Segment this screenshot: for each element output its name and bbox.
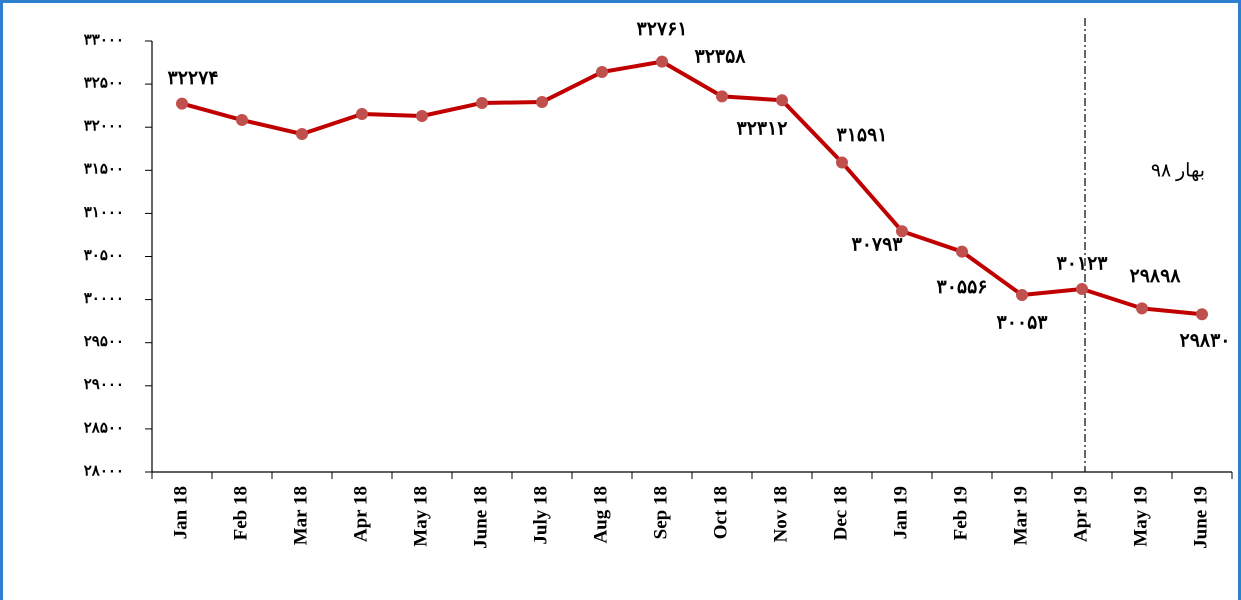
y-tick-label: ۲۹۵۰۰ xyxy=(84,334,124,350)
annotation: بهار ۹۸ xyxy=(1151,160,1205,181)
y-tick-label: ۳۳۰۰۰ xyxy=(84,32,124,48)
x-tick-label: Sep 18 xyxy=(650,486,671,539)
x-tick-label: Nov 18 xyxy=(770,486,791,542)
point xyxy=(956,245,968,258)
point xyxy=(536,96,548,109)
x-tick-label: Aug 18 xyxy=(590,486,611,544)
y-tick-label: ۲۸۰۰۰ xyxy=(84,463,124,479)
value-label: ۲۹۸۳۰ xyxy=(1179,331,1230,352)
x-tick-label: Mar 19 xyxy=(1010,486,1031,545)
value-label: ۳۲۷۶۱ xyxy=(636,19,687,40)
x-tick-label: Apr 19 xyxy=(1070,486,1091,542)
value-label: ۲۹۸۹۸ xyxy=(1129,266,1181,287)
value-label: ۳۲۲۷۴ xyxy=(167,68,218,89)
y-tick-label: ۳۱۵۰۰ xyxy=(84,162,124,178)
y-tick-label: ۳۱۰۰۰ xyxy=(84,205,124,221)
point xyxy=(356,108,368,121)
y-tick-label: ۳۲۵۰۰ xyxy=(84,76,124,92)
x-tick-label: Dec 18 xyxy=(830,486,851,540)
x-tick-label: Oct 18 xyxy=(710,486,731,539)
x-tick-label: Mar 18 xyxy=(290,486,311,545)
point xyxy=(716,90,728,103)
point xyxy=(896,225,908,238)
value-label: ۳۲۳۵۸ xyxy=(694,47,746,68)
point xyxy=(776,94,788,107)
value-label: ۳۰۷۹۳ xyxy=(851,235,903,256)
x-tick-label: Feb 19 xyxy=(950,486,971,540)
y-tick-label: ۲۸۵۰۰ xyxy=(84,420,124,436)
y-tick-label: ۳۲۰۰۰ xyxy=(84,119,124,135)
x-tick-label: Apr 18 xyxy=(350,486,371,542)
y-tick-label: ۳۰۵۰۰ xyxy=(84,248,124,264)
x-tick-label: Jan 19 xyxy=(890,486,911,539)
point xyxy=(236,114,248,127)
value-label: ۳۲۳۱۲ xyxy=(736,119,787,140)
value-label: ۳۱۵۹۱ xyxy=(836,125,887,146)
point xyxy=(1076,282,1088,295)
point xyxy=(296,128,308,141)
point xyxy=(836,156,848,169)
point xyxy=(176,97,188,110)
point xyxy=(656,55,668,68)
point xyxy=(476,96,488,109)
x-tick-label: May 19 xyxy=(1130,486,1151,547)
value-label: ۳۰۵۵۶ xyxy=(936,277,987,298)
x-tick-label: May 18 xyxy=(410,486,431,547)
point xyxy=(1016,289,1028,302)
x-tick-label: Feb 18 xyxy=(230,486,251,540)
y-tick-label: ۲۹۰۰۰ xyxy=(84,377,124,393)
point xyxy=(1136,302,1148,315)
line xyxy=(181,59,1203,317)
y-tick-label: ۳۰۰۰۰ xyxy=(84,291,124,307)
point xyxy=(416,109,428,122)
value-label: ۳۰۰۵۳ xyxy=(996,312,1048,333)
x-tick-label: June 18 xyxy=(470,486,491,549)
x-tick-label: Jan 18 xyxy=(170,486,191,539)
point xyxy=(596,66,608,79)
point xyxy=(1196,308,1208,321)
value-label: ۳۰۱۲۳ xyxy=(1056,253,1108,274)
x-tick-label: June 19 xyxy=(1190,486,1211,549)
x-tick-label: July 18 xyxy=(530,486,551,545)
